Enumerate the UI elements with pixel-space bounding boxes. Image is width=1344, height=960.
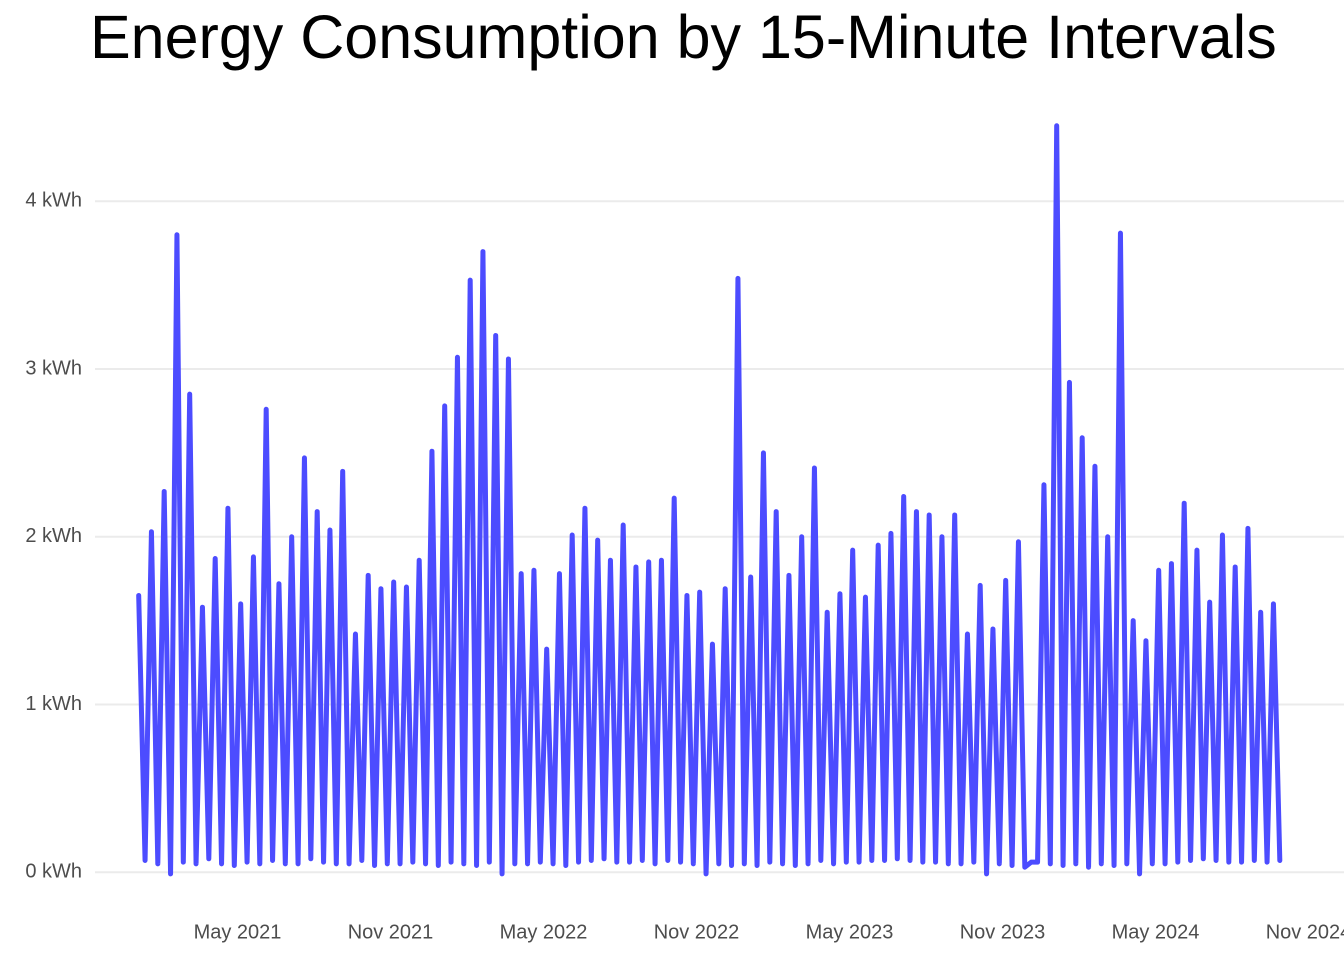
- x-tick-label: Nov 2022: [654, 921, 740, 943]
- y-tick-label: 3 kWh: [25, 357, 82, 379]
- chart-title: Energy Consumption by 15-Minute Interval…: [90, 3, 1277, 71]
- x-tick-label: May 2022: [500, 921, 588, 943]
- x-tick-label: May 2024: [1112, 921, 1200, 943]
- x-tick-label: Nov 2023: [960, 921, 1046, 943]
- y-tick-label: 2 kWh: [25, 525, 82, 547]
- x-tick-label: Nov 2021: [348, 921, 434, 943]
- y-tick-label: 0 kWh: [25, 861, 82, 883]
- x-tick-label: May 2023: [806, 921, 894, 943]
- data-line: [136, 123, 1283, 877]
- x-tick-label: May 2021: [194, 921, 282, 943]
- y-tick-label: 4 kWh: [25, 190, 82, 212]
- x-tick-label: Nov 2024: [1266, 921, 1344, 943]
- y-tick-label: 1 kWh: [25, 693, 82, 715]
